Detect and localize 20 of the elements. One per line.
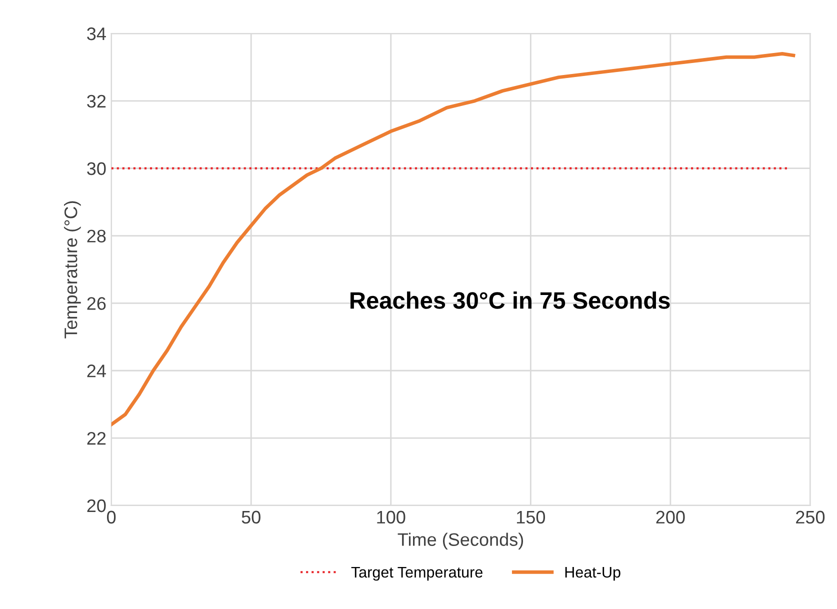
legend-label: Heat-Up bbox=[565, 566, 620, 581]
x-tick-label: 150 bbox=[516, 510, 546, 524]
x-tick-label: 0 bbox=[107, 510, 116, 524]
y-tick-label: 24 bbox=[87, 364, 106, 378]
y-tick-label: 22 bbox=[87, 432, 106, 445]
y-axis-title: Temperature (°C) bbox=[64, 201, 81, 338]
y-tick-label: 30 bbox=[87, 162, 106, 176]
legend-label: Target Temperature bbox=[351, 566, 482, 581]
x-tick-label: 250 bbox=[796, 510, 825, 524]
line-series bbox=[111, 52, 796, 426]
y-tick-label: 32 bbox=[87, 94, 106, 108]
x-tick-label: 100 bbox=[377, 510, 406, 524]
y-tick-label: 26 bbox=[87, 297, 106, 310]
x-tick-label: 200 bbox=[656, 510, 685, 524]
x-axis-title: Time (Seconds) bbox=[398, 532, 524, 550]
y-tick-label: 34 bbox=[87, 27, 106, 40]
y-tick-label: 28 bbox=[87, 230, 106, 242]
x-tick-label: 50 bbox=[242, 510, 260, 524]
y-tick-label: 20 bbox=[87, 499, 106, 512]
annotation: Reaches 30°C in 75 Seconds bbox=[350, 292, 670, 309]
